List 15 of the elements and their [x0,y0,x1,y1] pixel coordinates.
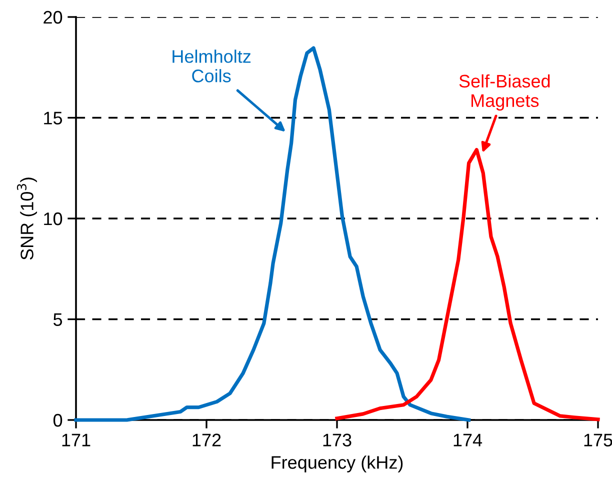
y-tick-label: 0 [53,414,62,427]
y-tick-label: 15 [44,112,62,124]
x-axis-title: Frequency (kHz) [272,456,403,472]
y-tick-label: 20 [44,10,62,24]
line-series [335,148,600,422]
x-tick-label: 171 [62,434,90,446]
x-tick-label: 175 [584,434,612,446]
text: Self-Biased Magnets [459,74,550,111]
y-tick-label: 10 [44,212,62,226]
text: Helmholtz Coils [172,50,251,82]
x-tick-label: 172 [192,434,221,446]
y-axis-title: SNR (10$^{3}$) [16,178,37,260]
y-tick-label: 5 [53,313,62,326]
x-tick-label: 173 [323,434,352,446]
x-tick-label: 174 [454,434,482,446]
